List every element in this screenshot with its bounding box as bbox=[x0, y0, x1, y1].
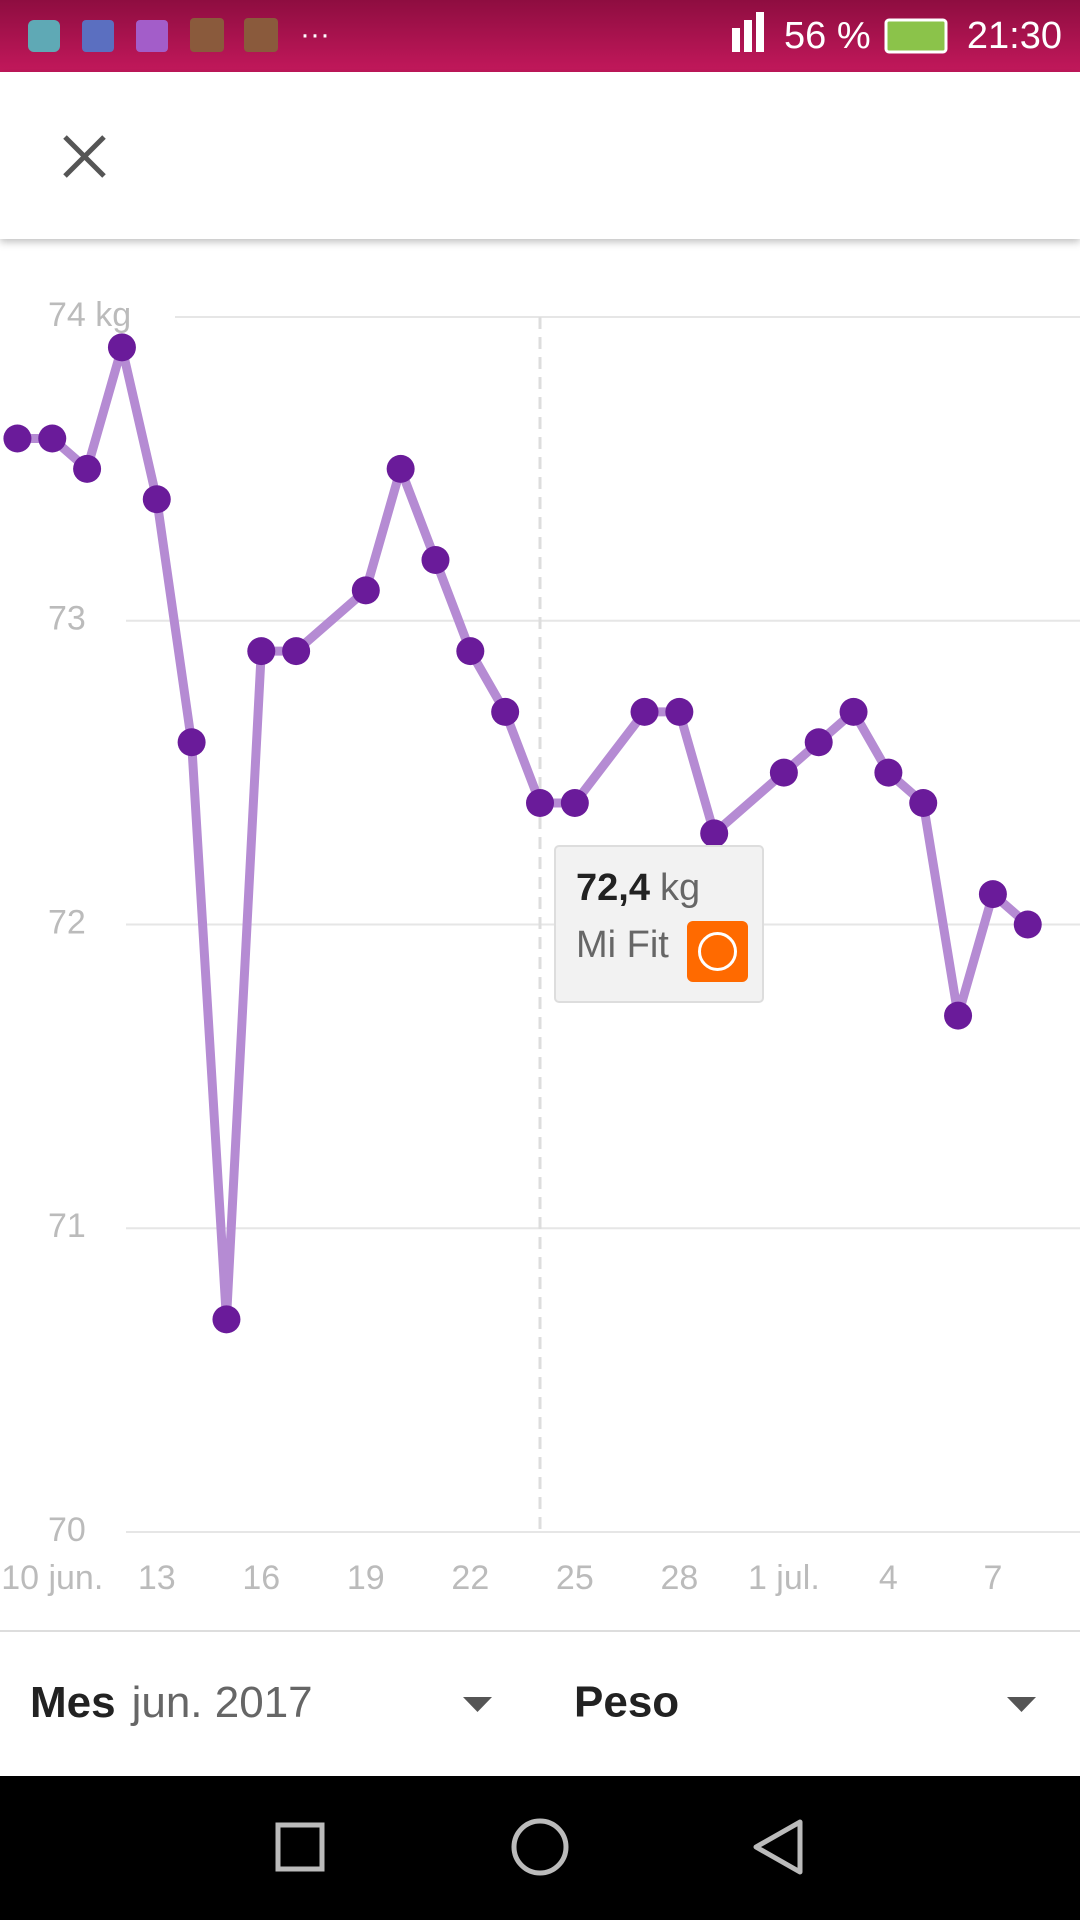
data-point bbox=[282, 637, 311, 666]
data-point bbox=[804, 728, 833, 757]
notif-icon bbox=[244, 18, 278, 52]
x-tick-label: 19 bbox=[347, 1559, 385, 1597]
data-point bbox=[978, 880, 1007, 909]
clock: 21:30 bbox=[967, 15, 1062, 57]
metric-selector[interactable]: Peso bbox=[574, 1678, 679, 1727]
dropdown-arrow[interactable] bbox=[1007, 1697, 1036, 1712]
x-tick-label: 25 bbox=[556, 1559, 594, 1597]
data-point bbox=[212, 1305, 241, 1334]
data-point bbox=[526, 789, 554, 817]
battery-percent: 56 % bbox=[784, 15, 871, 57]
data-point bbox=[107, 333, 136, 362]
data-point bbox=[630, 697, 659, 726]
data-point bbox=[456, 637, 485, 666]
data-point bbox=[665, 697, 694, 726]
signal-bar bbox=[732, 28, 740, 52]
tooltip-source: Mi Fit bbox=[576, 924, 669, 966]
data-point bbox=[839, 697, 868, 726]
y-tick-label: 74 kg bbox=[48, 296, 131, 334]
back-button[interactable] bbox=[753, 1819, 803, 1875]
tooltip-value: 72,4 kg bbox=[576, 867, 700, 909]
y-tick-label: 73 bbox=[48, 600, 86, 638]
data-point bbox=[3, 424, 32, 453]
more-notifications: ··· bbox=[300, 18, 330, 51]
data-point bbox=[944, 1001, 973, 1030]
period-selector[interactable]: Mes jun. 2017 bbox=[30, 1678, 313, 1727]
tooltip: 72,4 kg Mi Fit bbox=[554, 845, 764, 1003]
y-tick-label: 72 bbox=[48, 903, 86, 941]
data-point bbox=[700, 819, 729, 848]
y-tick-label: 71 bbox=[48, 1207, 86, 1245]
data-point bbox=[247, 637, 276, 666]
period-value: jun. 2017 bbox=[130, 1678, 313, 1727]
home-button[interactable] bbox=[511, 1818, 569, 1876]
data-point bbox=[38, 424, 67, 453]
recents-button[interactable] bbox=[275, 1822, 325, 1872]
close-button[interactable] bbox=[63, 135, 106, 178]
source-icon-ring bbox=[698, 932, 737, 971]
data-point bbox=[73, 454, 102, 483]
data-point bbox=[142, 485, 171, 514]
notif-icon bbox=[136, 20, 168, 52]
x-tick-label: 13 bbox=[138, 1559, 176, 1597]
data-point bbox=[351, 576, 380, 605]
period-label: Mes bbox=[30, 1678, 116, 1727]
signal-bar bbox=[744, 20, 752, 52]
data-point bbox=[874, 758, 903, 787]
data-point bbox=[560, 789, 589, 817]
y-tick-label: 70 bbox=[48, 1511, 86, 1549]
notif-icon bbox=[190, 18, 224, 52]
tooltip-unit: kg bbox=[660, 867, 700, 909]
data-point bbox=[177, 728, 206, 757]
x-tick-label: 16 bbox=[242, 1559, 280, 1597]
data-point bbox=[769, 758, 798, 787]
app-bar bbox=[0, 72, 1080, 239]
data-point bbox=[386, 454, 415, 483]
x-tick-label: 4 bbox=[879, 1559, 898, 1597]
x-tick-label: 10 jun. bbox=[1, 1559, 103, 1597]
x-tick-label: 1 jul. bbox=[748, 1559, 820, 1597]
x-tick-label: 28 bbox=[660, 1559, 698, 1597]
x-tick-label: 7 bbox=[983, 1559, 1002, 1597]
data-point bbox=[421, 546, 450, 574]
data-point bbox=[1013, 910, 1042, 939]
notif-icon bbox=[28, 20, 60, 52]
chart: 70 71 72 73 74 kg 10 jun. 13 16 19 22 25 28 1 jul. 4 7… bbox=[1, 296, 1080, 1597]
data-point bbox=[491, 697, 520, 726]
data-point bbox=[909, 789, 938, 817]
x-tick-label: 22 bbox=[451, 1559, 489, 1597]
notif-icon bbox=[82, 20, 114, 52]
tooltip-number: 72,4 bbox=[576, 867, 650, 909]
dropdown-arrow[interactable] bbox=[463, 1697, 492, 1712]
source-icon bbox=[687, 921, 748, 982]
nav-bar bbox=[0, 1776, 1080, 1920]
battery-icon bbox=[884, 18, 948, 54]
signal-bar bbox=[756, 12, 764, 52]
